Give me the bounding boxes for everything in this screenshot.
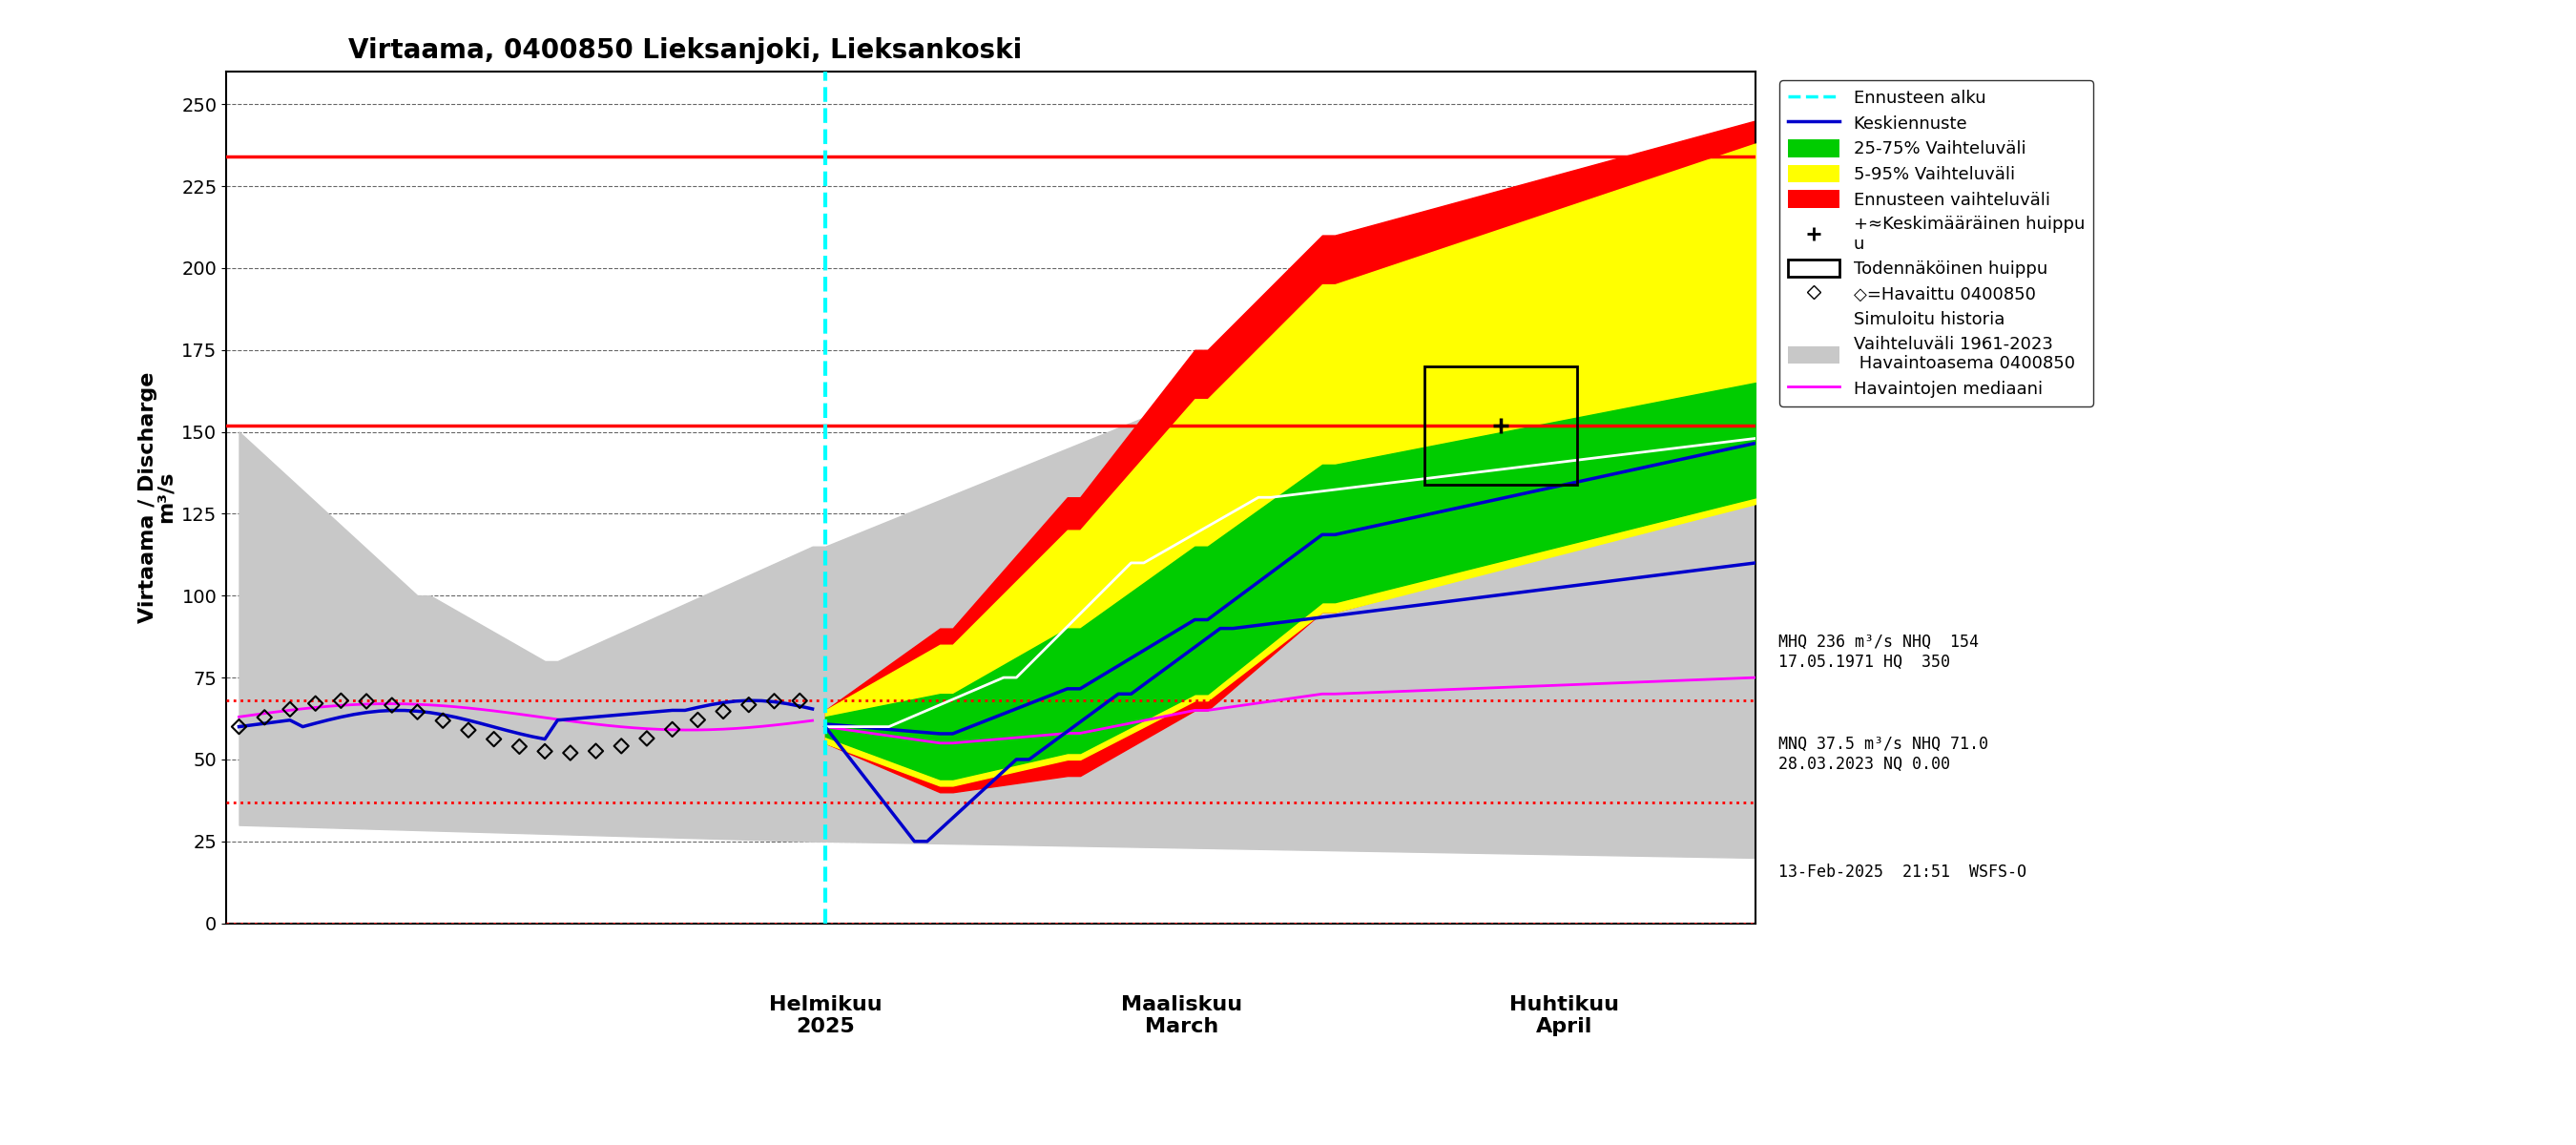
Point xyxy=(652,720,693,739)
Point xyxy=(448,721,489,740)
Point xyxy=(626,729,667,748)
Point xyxy=(526,742,567,760)
Text: MHQ 236 m³/s NHQ  154
17.05.1971 HQ  350: MHQ 236 m³/s NHQ 154 17.05.1971 HQ 350 xyxy=(1777,633,1978,671)
Point xyxy=(677,711,719,729)
Point xyxy=(219,718,260,736)
Point xyxy=(345,692,386,710)
Point xyxy=(245,709,286,727)
Text: Helmikuu
2025: Helmikuu 2025 xyxy=(768,995,881,1036)
Legend: Ennusteen alku, Keskiennuste, 25-75% Vaihteluväli, 5-95% Vaihteluväli, Ennusteen: Ennusteen alku, Keskiennuste, 25-75% Vai… xyxy=(1780,80,2094,406)
Text: Virtaama / Discharge: Virtaama / Discharge xyxy=(139,372,157,623)
Point xyxy=(703,702,744,720)
Point xyxy=(294,694,335,712)
Text: Huhtikuu
April: Huhtikuu April xyxy=(1510,995,1620,1036)
Point xyxy=(729,696,770,714)
Text: Maaliskuu
March: Maaliskuu March xyxy=(1121,995,1242,1036)
Point xyxy=(549,744,590,763)
Point xyxy=(319,692,361,710)
Text: Virtaama, 0400850 Lieksanjoki, Lieksankoski: Virtaama, 0400850 Lieksanjoki, Lieksanko… xyxy=(348,37,1023,64)
Point xyxy=(270,700,312,718)
Point xyxy=(397,703,438,721)
Text: 13-Feb-2025  21:51  WSFS-O: 13-Feb-2025 21:51 WSFS-O xyxy=(1777,863,2027,881)
Point xyxy=(574,742,616,760)
Point xyxy=(500,737,541,756)
Text: MNQ 37.5 m³/s NHQ 71.0
28.03.2023 NQ 0.00: MNQ 37.5 m³/s NHQ 71.0 28.03.2023 NQ 0.0… xyxy=(1777,736,1989,773)
Point xyxy=(600,737,641,756)
Point xyxy=(474,731,515,749)
Point xyxy=(422,711,464,729)
Y-axis label: m³/s: m³/s xyxy=(155,472,175,523)
Point xyxy=(755,692,796,710)
Point xyxy=(778,692,819,710)
Point xyxy=(371,696,412,714)
